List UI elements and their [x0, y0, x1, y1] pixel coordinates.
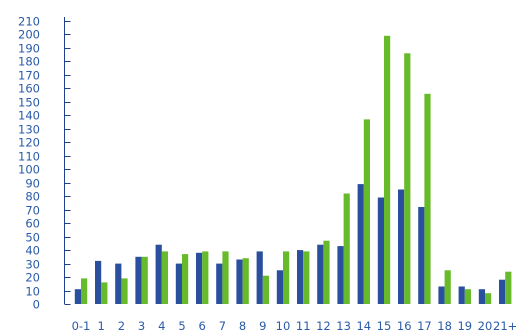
- x-tick-label: 4: [158, 319, 165, 331]
- y-tick-label: 30: [25, 258, 40, 272]
- x-tick-label: 12: [316, 319, 331, 331]
- x-tick-label: 5: [178, 319, 185, 331]
- bar-series-1-18: [438, 286, 445, 304]
- y-tick-label: 90: [25, 177, 40, 191]
- bar-series-2-5: [182, 254, 189, 304]
- x-tick-label: 6: [199, 319, 206, 331]
- x-tick-label: 21+: [493, 319, 517, 331]
- bar-series-2-1: [101, 282, 108, 304]
- x-tick-label: 0-1: [72, 319, 91, 331]
- x-tick-label: 20: [478, 319, 493, 331]
- bar-series-2-21+: [505, 271, 512, 304]
- bar-series-1-14: [357, 184, 364, 304]
- y-tick-label: 80: [25, 190, 40, 204]
- bar-series-2-6: [202, 251, 209, 304]
- bar-series-1-21+: [499, 279, 506, 304]
- bar-series-1-20: [478, 289, 485, 304]
- bar-series-2-20: [485, 293, 492, 304]
- x-tick-label: 17: [417, 319, 432, 331]
- x-axis-labels: 0-1 1 2 3 4 5 6 7 8 9 10 11 12 13 14 15 16 17 18 19 20 21+: [72, 319, 518, 331]
- bar-series-1-6: [196, 252, 203, 304]
- y-tick-label: 170: [18, 69, 40, 83]
- x-tick-label: 7: [219, 319, 226, 331]
- bar-series-2-12: [323, 240, 330, 304]
- bar-series-2-19: [464, 289, 471, 304]
- x-tick-label: 9: [259, 319, 266, 331]
- x-tick-label: 1: [98, 319, 105, 331]
- y-tick-label: 20: [25, 271, 40, 285]
- y-axis-labels: 0102030405060708090100110120130140150160…: [18, 15, 40, 312]
- y-tick-label: 50: [25, 231, 40, 245]
- bar-series-1-10: [276, 270, 283, 304]
- bar-series-1-1: [95, 260, 102, 304]
- bar-series-2-8: [242, 258, 249, 304]
- bar-series-2-9: [262, 275, 269, 304]
- x-tick-label: 19: [457, 319, 472, 331]
- y-tick-label: 70: [25, 204, 40, 218]
- x-tick-label: 15: [377, 319, 392, 331]
- bar-series-1-15: [377, 197, 384, 304]
- x-tick-label: 11: [296, 319, 311, 331]
- x-tick-label: 13: [336, 319, 351, 331]
- bar-series-2-0-1: [81, 278, 88, 304]
- x-tick-label: 18: [437, 319, 452, 331]
- x-tick-label: 10: [276, 319, 291, 331]
- bar-series-1-7: [216, 263, 223, 304]
- bar-series-1-9: [256, 251, 263, 304]
- bar-series-1-8: [236, 259, 243, 304]
- bar-series-1-5: [175, 263, 182, 304]
- bar-series-1-16: [398, 189, 405, 304]
- y-tick-label: 180: [18, 55, 40, 69]
- y-tick-label: 100: [18, 163, 40, 177]
- y-tick-label: 120: [18, 136, 40, 150]
- y-tick-label: 40: [25, 244, 40, 258]
- bar-series-1-3: [135, 256, 142, 304]
- x-tick-label: 16: [397, 319, 412, 331]
- bar-series-2-14: [363, 119, 370, 305]
- bar-series-2-3: [141, 256, 148, 304]
- bar-series-1-13: [337, 246, 344, 304]
- y-tick-label: 130: [18, 123, 40, 137]
- bar-series-1-4: [155, 244, 162, 304]
- bar-series-2-15: [384, 35, 391, 305]
- bar-series-2-17: [424, 93, 431, 304]
- y-tick-label: 150: [18, 96, 40, 110]
- x-tick-label: 3: [138, 319, 145, 331]
- bar-series-1-11: [297, 250, 304, 304]
- bar-series-2-11: [303, 251, 310, 304]
- bar-series-2-13: [343, 193, 350, 304]
- x-tick-label: 2: [118, 319, 125, 331]
- bar-series-2-18: [444, 270, 451, 304]
- y-tick-label: 60: [25, 217, 40, 231]
- bar-series-1-12: [317, 244, 324, 304]
- bar-series-1-0-1: [74, 289, 81, 304]
- x-tick-label: 14: [356, 319, 371, 331]
- bar-series-2-4: [161, 251, 168, 304]
- y-tick-label: 200: [18, 28, 40, 42]
- bar-series-1-19: [458, 286, 465, 304]
- y-axis-ticks: [64, 21, 71, 305]
- y-tick-label: 140: [18, 109, 40, 123]
- y-tick-label: 190: [18, 42, 40, 56]
- bars: [74, 35, 512, 305]
- bar-series-2-2: [121, 278, 128, 304]
- y-tick-label: 160: [18, 82, 40, 96]
- y-tick-label: 0: [33, 298, 40, 312]
- bar-series-2-16: [404, 53, 411, 304]
- x-tick-label: 8: [239, 319, 246, 331]
- bar-series-1-2: [115, 263, 122, 304]
- bar-series-2-7: [222, 251, 229, 304]
- y-tick-label: 210: [18, 15, 40, 29]
- y-tick-label: 110: [18, 150, 40, 164]
- bar-series-1-17: [418, 207, 425, 304]
- y-tick-label: 10: [25, 285, 40, 299]
- bar-series-2-10: [283, 251, 290, 304]
